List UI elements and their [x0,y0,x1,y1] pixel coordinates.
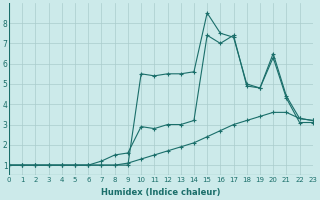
X-axis label: Humidex (Indice chaleur): Humidex (Indice chaleur) [101,188,221,197]
